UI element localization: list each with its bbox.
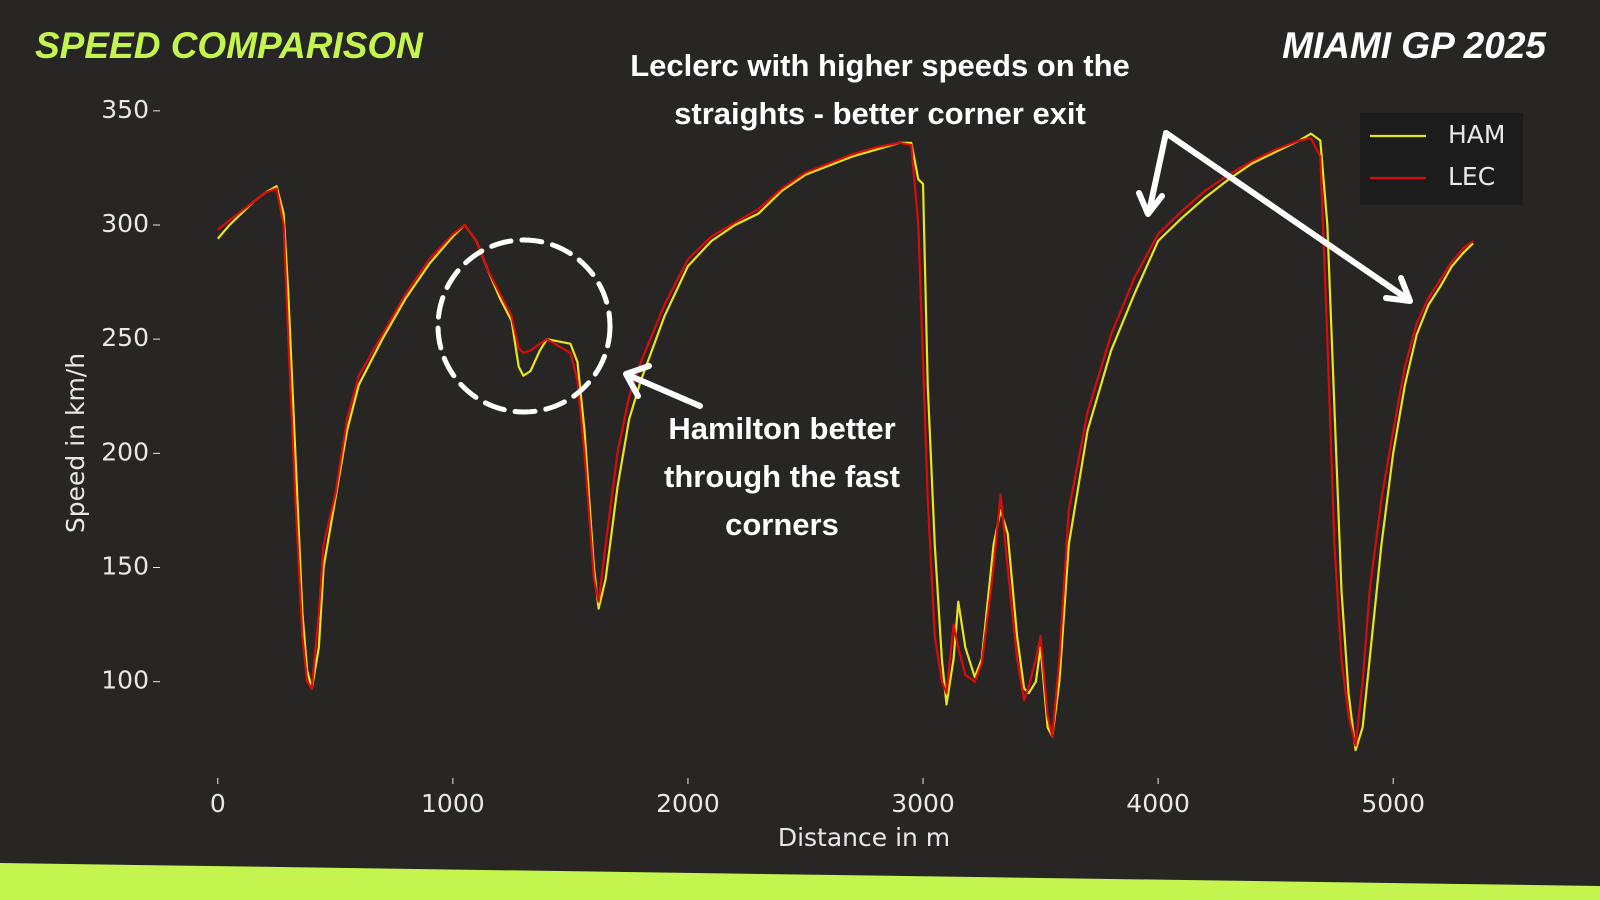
y-tick-label: 350 <box>101 95 149 124</box>
line-series <box>216 132 1474 752</box>
accent-band <box>0 863 1600 900</box>
x-tick-label: 5000 <box>1361 789 1425 818</box>
arrow-head <box>1383 275 1413 304</box>
annotation-text: Leclerc with higher speeds on the <box>630 48 1130 83</box>
plot-area: 100 150 200 250 300 350 0 1000 2000 3000 4000 5000 H… <box>101 95 1523 818</box>
annotation-text: Hamilton better <box>668 411 895 446</box>
chart-subtitle: MIAMI GP 2025 <box>1282 25 1547 66</box>
y-tick-label: 250 <box>101 323 149 352</box>
legend-label: HAM <box>1448 120 1505 149</box>
annotation-shapes <box>435 130 1413 415</box>
x-tick-label: 4000 <box>1126 789 1190 818</box>
arrow <box>1163 130 1412 303</box>
legend-label: LEC <box>1448 162 1495 191</box>
arrow-head <box>1136 190 1165 217</box>
chart-title: SPEED COMPARISON <box>35 25 424 66</box>
annotation-text: straights - better corner exit <box>674 96 1086 131</box>
legend-box <box>1360 113 1523 205</box>
line-series <box>217 137 1474 747</box>
x-tick-label: 2000 <box>656 789 720 818</box>
y-tick-label: 100 <box>101 666 149 695</box>
x-axis-label: Distance in m <box>778 823 950 852</box>
y-axis-label: Speed in km/h <box>61 353 90 533</box>
y-tick-label: 150 <box>101 552 149 581</box>
arrow-head <box>623 363 652 399</box>
x-tick-label: 0 <box>210 789 226 818</box>
arrow <box>1146 130 1169 215</box>
highlight-circle <box>435 237 613 415</box>
x-tick-label: 1000 <box>421 789 485 818</box>
y-tick-label: 300 <box>101 209 149 238</box>
y-tick-label: 200 <box>101 437 149 466</box>
arrow <box>625 372 703 409</box>
x-tick-label: 3000 <box>891 789 955 818</box>
annotation-text: corners <box>725 507 839 542</box>
annotation-text: through the fast <box>664 459 900 494</box>
